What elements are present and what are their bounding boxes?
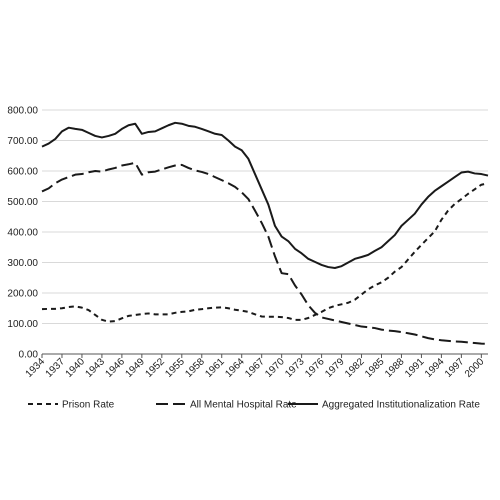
y-tick-label: 200.00: [7, 289, 38, 300]
x-tick-label: 1955: [163, 356, 187, 380]
x-tick-label: 1964: [223, 356, 247, 380]
x-tick-label: 1940: [64, 356, 88, 380]
y-tick-label: 0.00: [19, 350, 39, 361]
legend-label: Prison Rate: [62, 400, 115, 411]
y-tick-label: 600.00: [7, 167, 38, 178]
x-tick-label: 1970: [263, 356, 287, 380]
series-lines: [41, 121, 489, 345]
y-tick-label: 800.00: [7, 106, 38, 117]
x-tick-label: 1949: [123, 356, 147, 380]
y-tick-label: 400.00: [7, 228, 38, 239]
y-tick-label: 700.00: [7, 136, 38, 147]
series-line-1: [41, 161, 489, 345]
x-tick-label: 1973: [283, 356, 307, 380]
x-tick-label: 1991: [403, 356, 427, 380]
x-tick-label: 1988: [383, 356, 407, 380]
x-tick-label: 1937: [44, 356, 68, 380]
y-axis: 0.00 100.00 200.00 300.00 400.00 500.00 600.00…: [7, 106, 38, 361]
x-tick-label: 1982: [343, 356, 367, 380]
x-axis: 1934193719401943194619491952195519581961…: [24, 354, 487, 380]
x-tick-label: 1997: [443, 356, 467, 380]
x-tick-label: 1952: [143, 356, 167, 380]
series-line-2: [41, 121, 489, 269]
x-tick-label: 1958: [183, 356, 207, 380]
y-tick-label: 300.00: [7, 258, 38, 269]
y-tick-label: 500.00: [7, 197, 38, 208]
legend: Prison Rate All Mental Hospital Rate Aggre…: [28, 400, 480, 411]
x-tick-label: 1976: [303, 356, 327, 380]
x-tick-label: 1994: [423, 356, 447, 380]
legend-label: Aggregated Institutionalization Rate: [322, 400, 480, 411]
legend-label: All Mental Hospital Rate: [190, 400, 297, 411]
x-tick-label: 1985: [363, 356, 387, 380]
x-tick-label: 1967: [243, 356, 267, 380]
y-tick-label: 100.00: [7, 319, 38, 330]
x-tick-label: 1979: [323, 356, 347, 380]
x-tick-label: 1943: [84, 356, 108, 380]
x-tick-label: 2000: [463, 356, 487, 380]
series-line-0: [41, 182, 489, 323]
x-tick-label: 1961: [203, 356, 227, 380]
x-tick-label: 1946: [103, 356, 127, 380]
grid-lines: [42, 109, 488, 355]
